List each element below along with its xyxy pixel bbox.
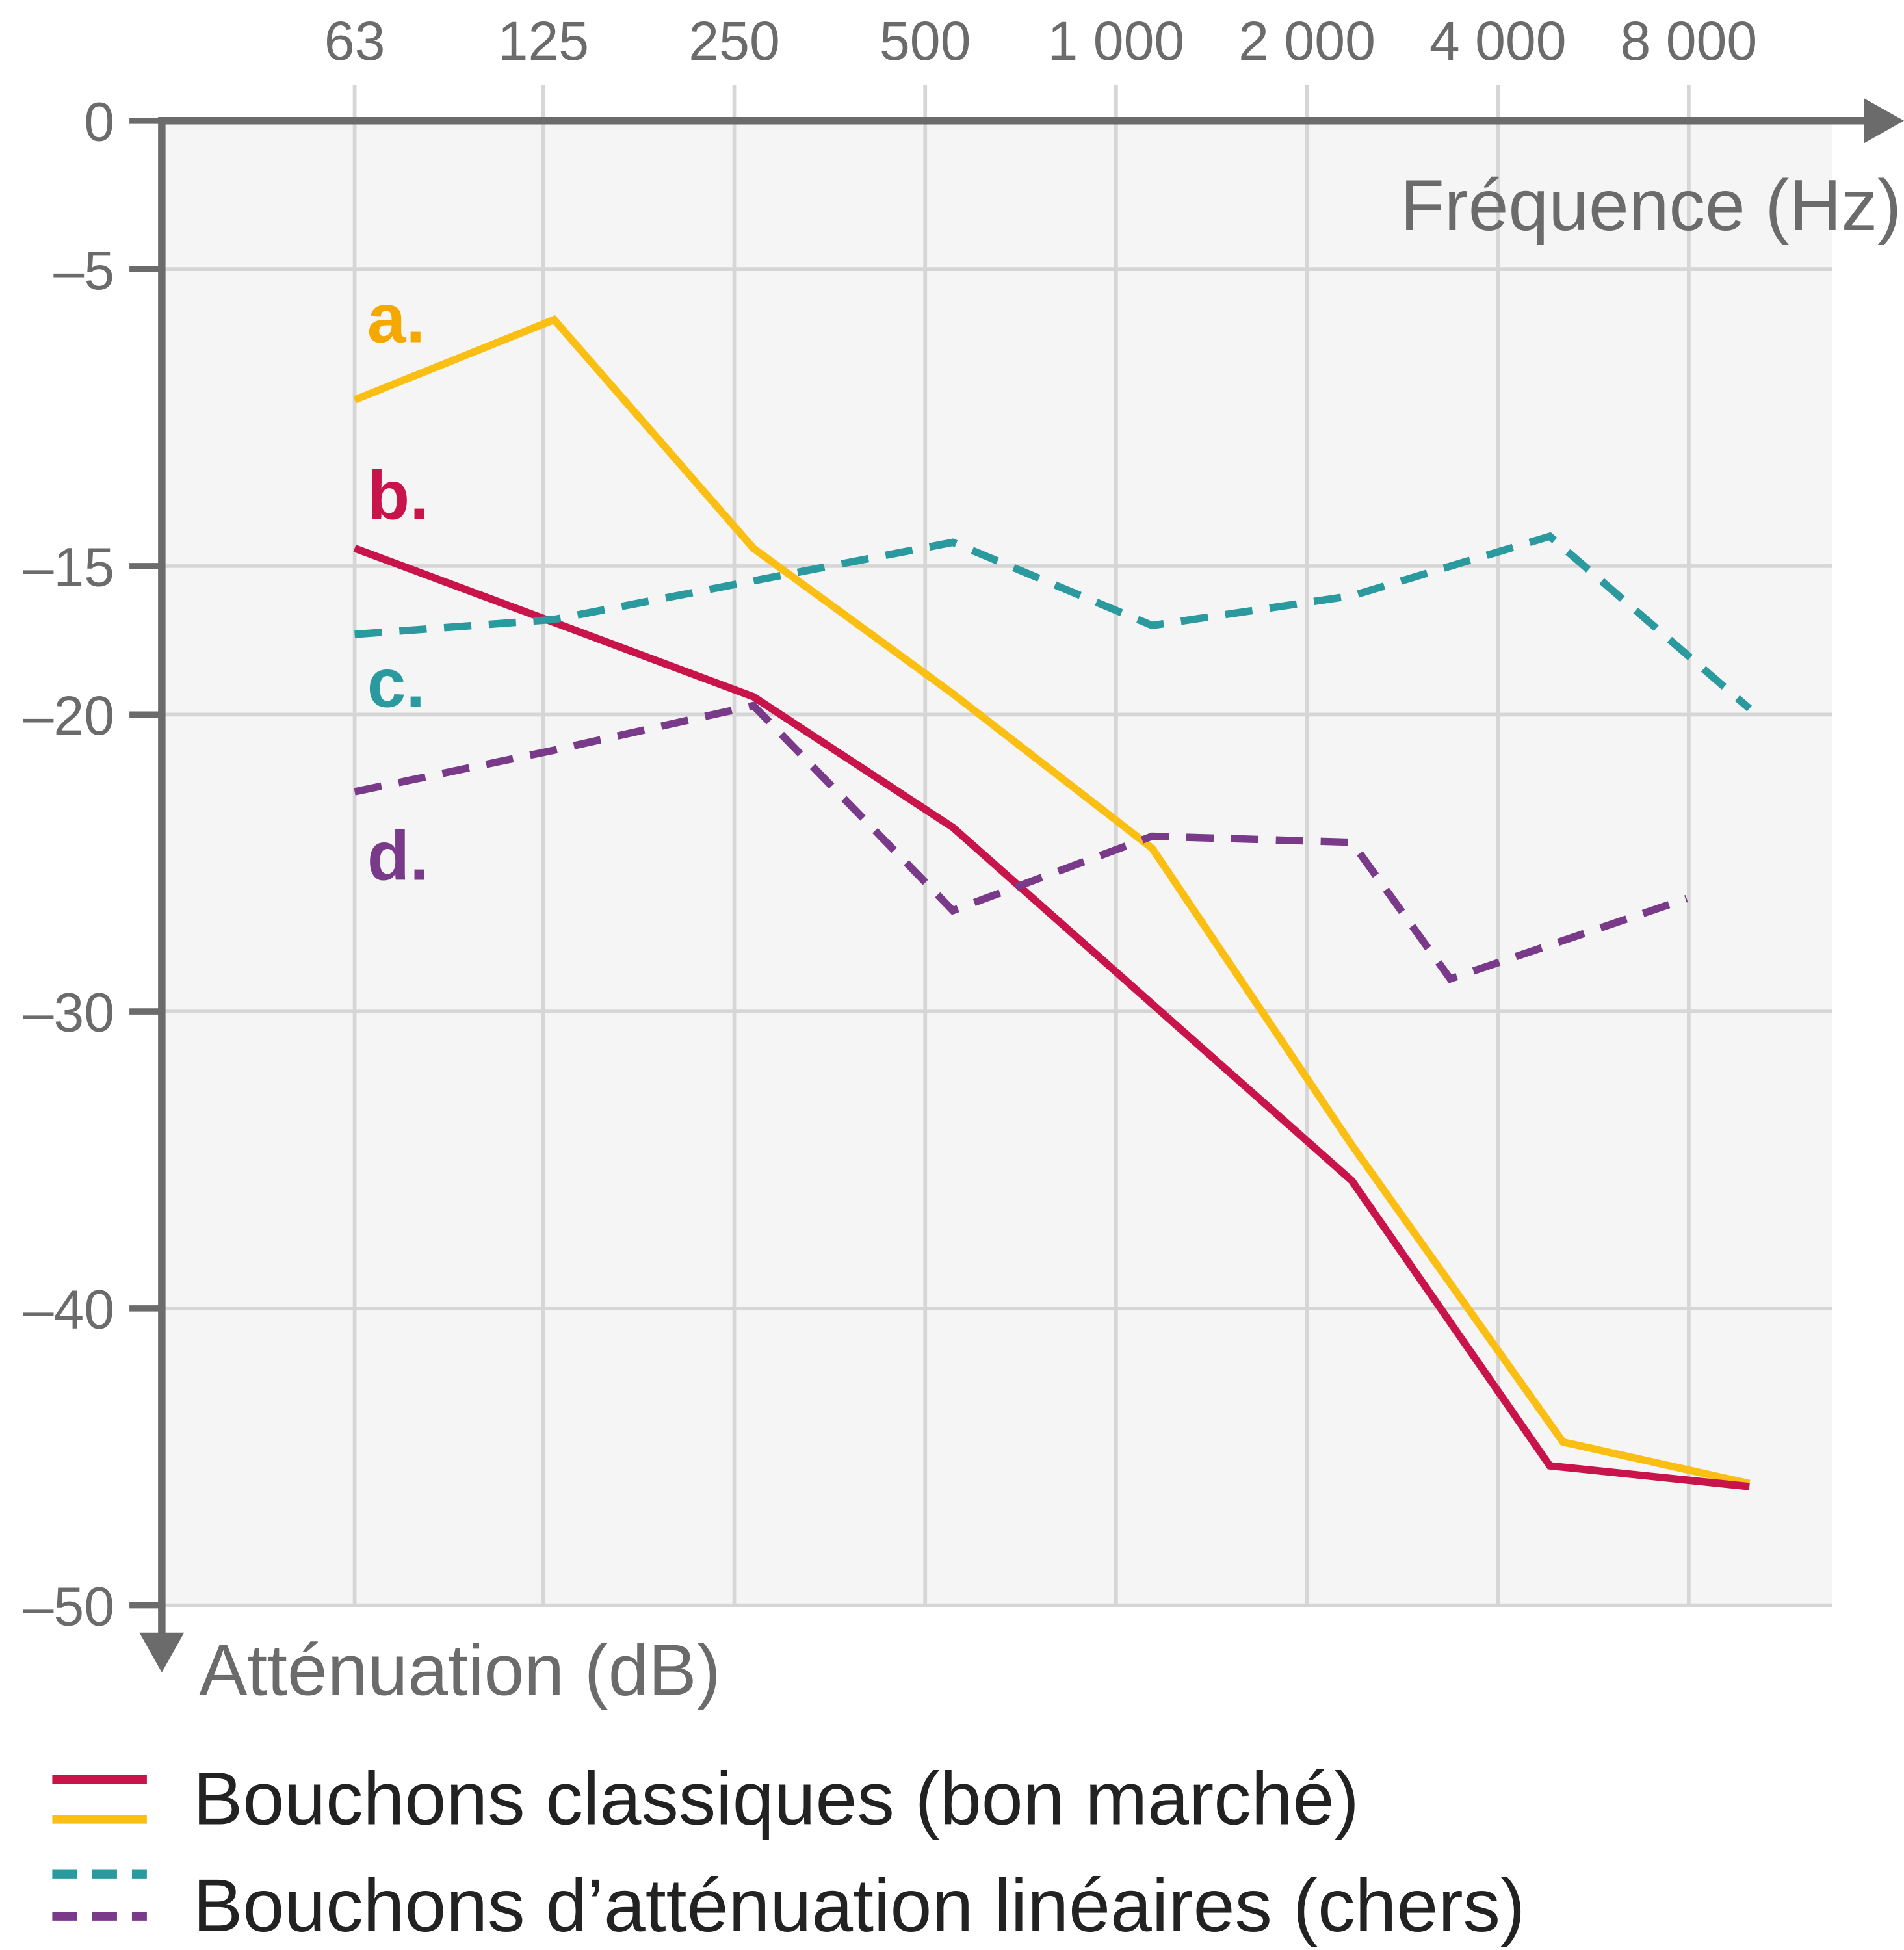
series-label: c. (367, 644, 425, 722)
y-tick-label: –40 (23, 1279, 115, 1340)
series-label: a. (367, 280, 425, 358)
y-tick-label: –15 (23, 537, 115, 598)
legend-label-linear: Bouchons d’atténuation linéaires (chers) (193, 1864, 1526, 1947)
x-tick-label: 4 000 (1429, 10, 1567, 72)
series-line-a (353, 315, 1751, 1488)
x-tick-label: 63 (324, 10, 385, 72)
grid (129, 84, 1832, 1609)
series-label: d. (367, 817, 429, 895)
y-tick-label: 0 (84, 91, 114, 152)
y-tick-label: –50 (23, 1576, 115, 1637)
x-tick-label: 2 000 (1238, 10, 1376, 72)
series-line-c (354, 532, 1752, 712)
x-tick-label: 8 000 (1620, 10, 1757, 72)
legend-label-classic: Bouchons classiques (bon marché) (193, 1758, 1359, 1841)
series-label: b. (367, 456, 429, 534)
y-axis-arrow-icon (139, 1632, 185, 1673)
x-tick-label: 125 (498, 10, 590, 72)
series-line-d (354, 701, 1688, 983)
x-tick-label: 250 (688, 10, 780, 72)
series-labels: a. b. c. d. (367, 280, 429, 895)
tick-labels: 63 125 250 500 1 000 2 000 4 000 8 000 0 –5 –15 –20… (23, 10, 1758, 1637)
y-tick-label: –20 (23, 685, 115, 746)
series-lines (353, 315, 1752, 1490)
y-tick-label: –5 (53, 240, 114, 301)
x-axis-label: Fréquence (Hz) (1400, 164, 1901, 246)
y-tick-label: –30 (23, 982, 115, 1043)
x-tick-label: 500 (880, 10, 971, 72)
x-axis-arrow-icon (1864, 98, 1904, 144)
legend: Bouchons classiques (bon marché) Bouchon… (52, 1758, 1526, 1947)
y-axis-label: Atténuation (dB) (199, 1629, 720, 1710)
x-tick-label: 1 000 (1048, 10, 1185, 72)
